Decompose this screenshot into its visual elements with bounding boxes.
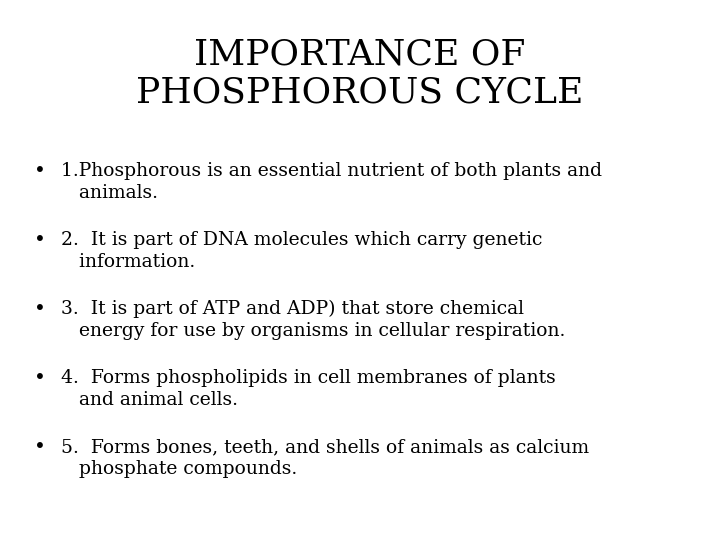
Text: IMPORTANCE OF
PHOSPHOROUS CYCLE: IMPORTANCE OF PHOSPHOROUS CYCLE [136,38,584,110]
Text: •: • [34,438,45,457]
Text: 5.  Forms bones, teeth, and shells of animals as calcium
   phosphate compounds.: 5. Forms bones, teeth, and shells of ani… [61,438,590,478]
Text: •: • [34,369,45,388]
Text: 2.  It is part of DNA molecules which carry genetic
   information.: 2. It is part of DNA molecules which car… [61,231,543,271]
Text: 4.  Forms phospholipids in cell membranes of plants
   and animal cells.: 4. Forms phospholipids in cell membranes… [61,369,556,409]
Text: •: • [34,162,45,181]
Text: •: • [34,231,45,250]
Text: 3.  It is part of ATP and ADP) that store chemical
   energy for use by organism: 3. It is part of ATP and ADP) that store… [61,300,566,340]
Text: •: • [34,300,45,319]
Text: 1.Phosphorous is an essential nutrient of both plants and
   animals.: 1.Phosphorous is an essential nutrient o… [61,162,602,201]
